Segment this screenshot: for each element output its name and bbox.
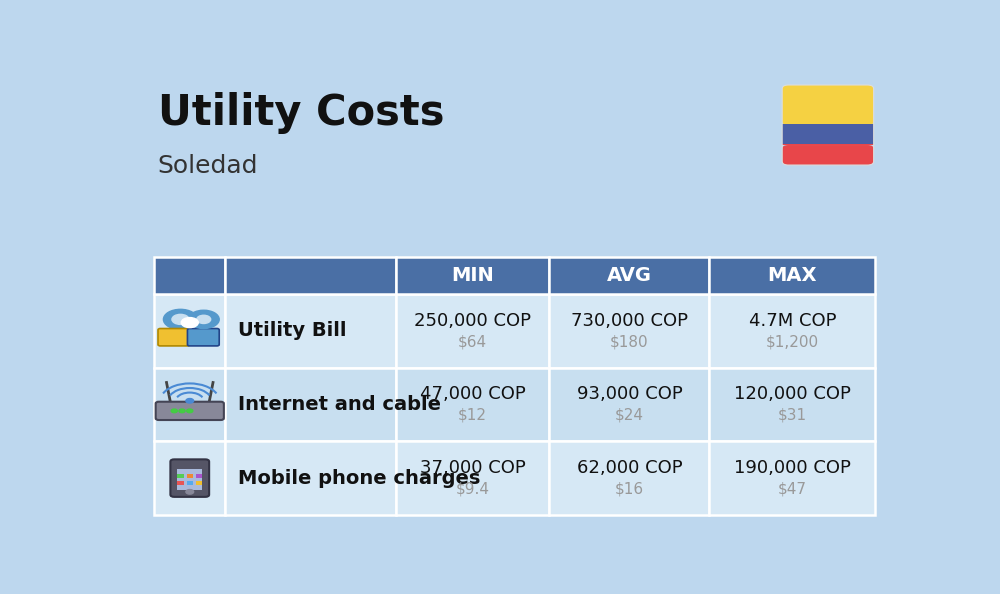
Text: $31: $31: [778, 408, 807, 423]
Text: $12: $12: [458, 408, 487, 423]
Text: 120,000 COP: 120,000 COP: [734, 386, 851, 403]
Text: $1,200: $1,200: [766, 334, 819, 349]
Text: $64: $64: [458, 334, 487, 349]
Bar: [187, 481, 193, 485]
Circle shape: [181, 318, 198, 328]
Text: 93,000 COP: 93,000 COP: [577, 386, 682, 403]
FancyBboxPatch shape: [782, 145, 874, 165]
Text: MIN: MIN: [451, 266, 494, 285]
Text: 62,000 COP: 62,000 COP: [577, 459, 682, 477]
FancyBboxPatch shape: [170, 459, 209, 497]
Circle shape: [171, 409, 177, 413]
Text: Soledad: Soledad: [158, 154, 258, 178]
Bar: [549, 294, 709, 368]
Circle shape: [186, 399, 194, 403]
Bar: [154, 257, 225, 294]
Text: 190,000 COP: 190,000 COP: [734, 459, 851, 477]
Text: Utility Bill: Utility Bill: [238, 321, 347, 340]
Circle shape: [186, 489, 194, 494]
Text: $47: $47: [778, 482, 807, 497]
Circle shape: [179, 409, 185, 413]
Circle shape: [163, 309, 198, 330]
Bar: [709, 294, 875, 368]
Bar: [782, 125, 874, 145]
Circle shape: [188, 310, 219, 328]
Bar: [396, 294, 549, 368]
Bar: [154, 441, 225, 515]
Bar: [225, 294, 396, 368]
FancyBboxPatch shape: [156, 402, 224, 420]
Bar: [396, 368, 549, 441]
Text: Utility Costs: Utility Costs: [158, 92, 444, 134]
Bar: [177, 475, 184, 478]
Text: Mobile phone charges: Mobile phone charges: [238, 469, 480, 488]
Text: $9.4: $9.4: [456, 482, 490, 497]
Circle shape: [172, 314, 189, 324]
Circle shape: [187, 409, 193, 413]
Bar: [396, 441, 549, 515]
Text: $24: $24: [615, 408, 644, 423]
Bar: [709, 441, 875, 515]
Bar: [177, 469, 202, 490]
Bar: [177, 481, 184, 485]
Bar: [549, 441, 709, 515]
Text: AVG: AVG: [607, 266, 652, 285]
Bar: [549, 368, 709, 441]
Bar: [782, 124, 874, 125]
Text: 4.7M COP: 4.7M COP: [749, 312, 836, 330]
Text: $16: $16: [615, 482, 644, 497]
Bar: [225, 257, 396, 294]
Text: 47,000 COP: 47,000 COP: [420, 386, 526, 403]
Circle shape: [197, 315, 211, 324]
Bar: [225, 368, 396, 441]
Bar: [709, 368, 875, 441]
Bar: [196, 475, 202, 478]
Text: MAX: MAX: [768, 266, 817, 285]
Bar: [225, 441, 396, 515]
FancyBboxPatch shape: [158, 328, 190, 346]
Bar: [187, 475, 193, 478]
Bar: [782, 144, 874, 145]
FancyBboxPatch shape: [187, 328, 219, 346]
Bar: [154, 368, 225, 441]
Text: 37,000 COP: 37,000 COP: [420, 459, 526, 477]
Bar: [709, 257, 875, 294]
Text: $180: $180: [610, 334, 649, 349]
Bar: [154, 294, 225, 368]
Bar: [396, 257, 549, 294]
Text: 730,000 COP: 730,000 COP: [571, 312, 688, 330]
Text: 250,000 COP: 250,000 COP: [414, 312, 531, 330]
Bar: [196, 481, 202, 485]
Text: Internet and cable: Internet and cable: [238, 395, 441, 414]
Bar: [549, 257, 709, 294]
FancyBboxPatch shape: [782, 85, 874, 125]
